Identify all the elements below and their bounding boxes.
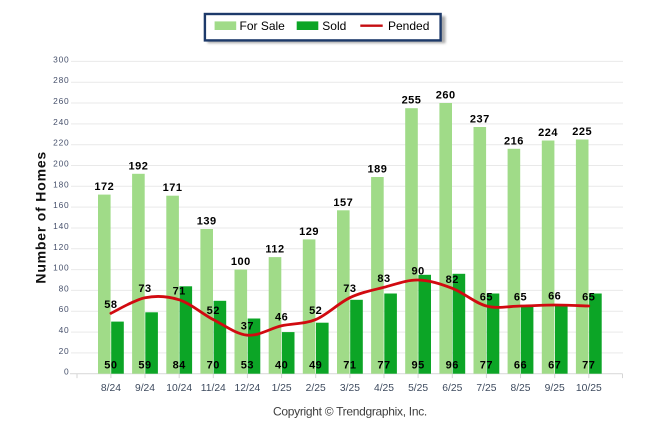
svg-text:100: 100	[231, 256, 251, 268]
svg-text:139: 139	[197, 216, 217, 228]
svg-text:66: 66	[548, 291, 561, 303]
svg-text:95: 95	[411, 360, 424, 372]
svg-text:20: 20	[59, 346, 70, 356]
svg-text:52: 52	[309, 305, 322, 317]
svg-text:96: 96	[446, 360, 459, 372]
svg-text:Sold: Sold	[322, 19, 346, 33]
svg-text:112: 112	[265, 244, 284, 256]
svg-text:82: 82	[446, 274, 459, 286]
svg-text:40: 40	[275, 360, 288, 372]
svg-text:189: 189	[367, 164, 387, 176]
svg-text:2/25: 2/25	[306, 383, 326, 394]
svg-text:260: 260	[436, 90, 456, 102]
svg-text:129: 129	[299, 226, 319, 238]
svg-text:58: 58	[104, 299, 117, 311]
svg-text:52: 52	[207, 305, 220, 317]
svg-text:Copyright © Trendgraphix, Inc.: Copyright © Trendgraphix, Inc.	[273, 405, 427, 419]
svg-text:171: 171	[163, 182, 183, 194]
svg-text:100: 100	[53, 263, 69, 273]
svg-text:71: 71	[173, 285, 186, 297]
svg-text:10/24: 10/24	[166, 383, 192, 394]
svg-text:0: 0	[64, 367, 69, 377]
svg-text:70: 70	[207, 360, 220, 372]
svg-text:157: 157	[333, 197, 353, 209]
svg-text:8/24: 8/24	[101, 383, 121, 394]
svg-text:12/24: 12/24	[235, 383, 261, 394]
svg-text:11/24: 11/24	[201, 383, 226, 394]
svg-text:260: 260	[53, 96, 69, 106]
svg-text:71: 71	[343, 360, 356, 372]
svg-text:65: 65	[582, 292, 595, 304]
svg-text:46: 46	[275, 311, 288, 323]
svg-text:225: 225	[572, 126, 592, 138]
svg-text:77: 77	[377, 360, 390, 372]
svg-text:53: 53	[241, 360, 254, 372]
svg-text:67: 67	[548, 360, 561, 372]
svg-text:5/25: 5/25	[408, 383, 428, 394]
svg-text:280: 280	[53, 75, 69, 85]
svg-text:For Sale: For Sale	[240, 19, 286, 33]
svg-text:180: 180	[53, 179, 69, 189]
svg-text:3/25: 3/25	[340, 383, 360, 394]
svg-text:49: 49	[309, 360, 322, 372]
svg-text:50: 50	[104, 360, 117, 372]
svg-text:220: 220	[53, 138, 69, 148]
svg-text:9/25: 9/25	[545, 383, 565, 394]
svg-text:237: 237	[470, 114, 490, 126]
svg-text:9/24: 9/24	[135, 383, 155, 394]
svg-text:80: 80	[59, 283, 70, 293]
svg-text:77: 77	[480, 360, 493, 372]
svg-text:73: 73	[343, 283, 356, 295]
svg-text:172: 172	[94, 181, 114, 193]
svg-text:Pended: Pended	[388, 19, 429, 33]
svg-text:84: 84	[173, 360, 187, 372]
svg-text:59: 59	[138, 360, 151, 372]
svg-text:77: 77	[582, 360, 595, 372]
svg-text:7/25: 7/25	[476, 383, 496, 394]
svg-text:200: 200	[53, 159, 69, 169]
svg-text:90: 90	[411, 266, 424, 278]
svg-text:4/25: 4/25	[374, 383, 394, 394]
svg-text:60: 60	[59, 304, 70, 314]
svg-text:65: 65	[480, 292, 493, 304]
svg-text:65: 65	[514, 292, 527, 304]
svg-text:160: 160	[53, 200, 69, 210]
svg-text:8/25: 8/25	[510, 383, 530, 394]
svg-text:140: 140	[53, 221, 69, 231]
svg-text:40: 40	[59, 325, 70, 335]
svg-text:1/25: 1/25	[272, 383, 292, 394]
svg-text:73: 73	[138, 283, 151, 295]
svg-text:10/25: 10/25	[576, 383, 602, 394]
svg-text:300: 300	[53, 54, 69, 64]
svg-text:37: 37	[241, 321, 254, 333]
svg-text:120: 120	[53, 242, 69, 252]
svg-text:192: 192	[128, 160, 148, 172]
svg-text:255: 255	[402, 95, 422, 107]
svg-text:224: 224	[538, 127, 558, 139]
svg-text:240: 240	[53, 117, 69, 127]
svg-text:83: 83	[377, 273, 390, 285]
svg-text:66: 66	[514, 360, 527, 372]
svg-text:6/25: 6/25	[442, 383, 462, 394]
svg-text:Number of Homes: Number of Homes	[33, 151, 49, 284]
svg-text:216: 216	[504, 135, 524, 147]
